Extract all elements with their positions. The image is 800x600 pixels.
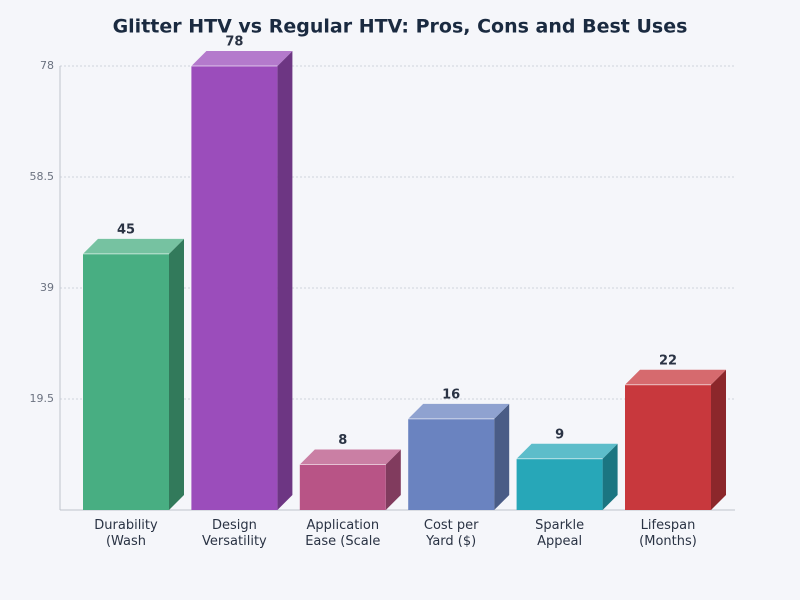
value-label: 16 xyxy=(442,387,460,402)
x-tick-label-line: Cost per xyxy=(424,518,479,533)
bar-side xyxy=(277,51,293,510)
x-tick-label-line: Versatility xyxy=(202,534,267,549)
bar-top xyxy=(408,403,510,419)
x-tick-label: Cost per Yard ($) xyxy=(424,518,479,549)
x-tick-label: Durability (Wash xyxy=(94,518,158,549)
bar-front xyxy=(191,66,278,510)
x-tick-label-line: Lifespan xyxy=(641,518,696,533)
bar-side xyxy=(169,238,184,510)
x-tick-label-line: (Wash xyxy=(106,534,146,549)
x-tick-label: Sparkle Appeal xyxy=(535,518,584,549)
bar-side xyxy=(602,443,618,510)
x-tick-label-line: Yard ($) xyxy=(425,534,476,549)
x-tick-label-line: Sparkle xyxy=(535,518,584,533)
bar-front xyxy=(299,464,386,510)
bar-top xyxy=(191,51,293,66)
bar-front xyxy=(625,384,711,510)
y-tick-label: 19.5 xyxy=(30,392,55,405)
value-label: 8 xyxy=(338,433,347,448)
value-label: 9 xyxy=(555,427,564,442)
x-tick-label: Lifespan (Months) xyxy=(639,518,697,549)
bar xyxy=(299,449,401,510)
y-tick-label: 58.5 xyxy=(30,170,55,183)
bar-top xyxy=(299,449,401,465)
x-tick-label-line: Ease (Scale xyxy=(305,534,380,549)
x-tick-label-line: Design xyxy=(212,518,257,533)
bar-top xyxy=(83,238,184,254)
bar-side xyxy=(494,403,510,510)
bar xyxy=(191,51,293,510)
bar xyxy=(83,238,184,510)
bar-side xyxy=(385,449,401,510)
chart-title: Glitter HTV vs Regular HTV: Pros, Cons a… xyxy=(113,16,688,38)
value-label: 45 xyxy=(117,222,135,237)
bar-front xyxy=(408,418,495,510)
bar xyxy=(625,369,726,510)
value-label: 78 xyxy=(225,35,243,50)
x-tick-label-line: Application xyxy=(306,518,379,533)
bar-top xyxy=(516,443,618,459)
bar-top xyxy=(625,369,726,385)
bar xyxy=(516,443,618,510)
x-tick-label-line: (Months) xyxy=(639,534,697,549)
bar-side xyxy=(711,369,726,510)
bar-front xyxy=(83,253,169,510)
y-tick-label: 39 xyxy=(40,281,54,294)
x-tick-label-line: Durability xyxy=(94,518,158,533)
bar xyxy=(408,403,510,510)
x-tick-label: Application Ease (Scale xyxy=(305,518,380,549)
y-tick-label: 78 xyxy=(40,59,54,72)
x-tick-label: Design Versatility xyxy=(202,518,267,549)
bar-front xyxy=(516,458,603,510)
x-tick-label-line: Appeal xyxy=(537,534,582,549)
value-label: 22 xyxy=(659,353,677,368)
